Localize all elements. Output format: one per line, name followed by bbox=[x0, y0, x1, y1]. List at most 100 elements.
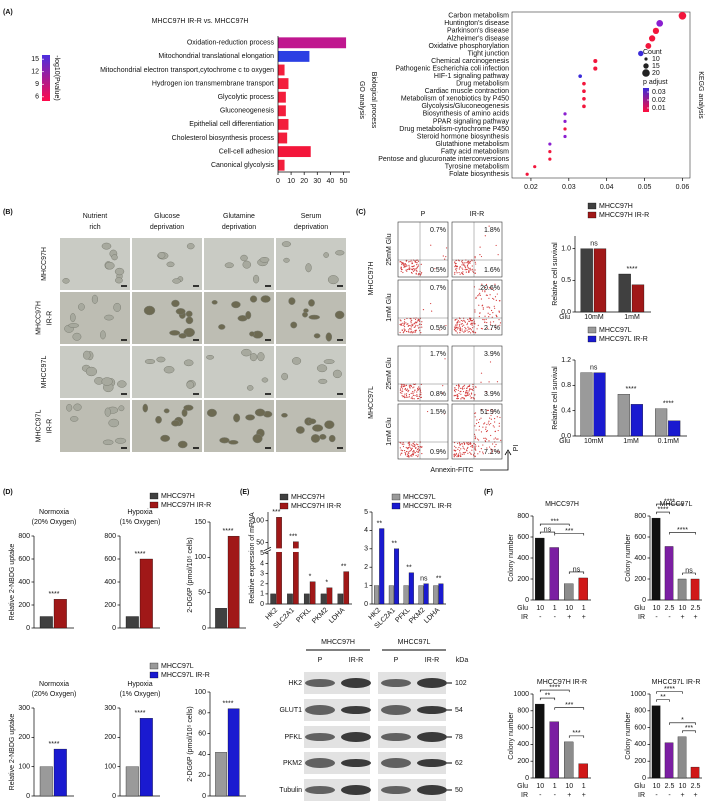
event-dot bbox=[461, 397, 463, 399]
event-dot bbox=[402, 271, 404, 274]
bar bbox=[631, 284, 645, 313]
y-axis-label: Colony number bbox=[508, 534, 515, 582]
event-dot bbox=[467, 452, 469, 454]
event-dot bbox=[409, 455, 412, 457]
event-dot bbox=[405, 322, 407, 324]
bar bbox=[278, 50, 310, 62]
y-axis-label: Relative cell survival bbox=[552, 242, 559, 306]
event-dot bbox=[404, 453, 407, 455]
category-label: Oxidation-reduction process bbox=[187, 40, 275, 47]
y-tick-label: 200 bbox=[104, 734, 116, 741]
cell bbox=[113, 302, 122, 312]
event-dot bbox=[463, 319, 465, 322]
significance-bracket bbox=[568, 571, 585, 574]
event-dot bbox=[493, 417, 496, 420]
event-dot bbox=[461, 272, 463, 274]
y-tick-label: 0 bbox=[364, 601, 368, 608]
event-dot bbox=[484, 440, 486, 442]
event-dot bbox=[481, 290, 484, 292]
event-dot bbox=[411, 330, 413, 332]
cell bbox=[308, 299, 315, 307]
event-dot bbox=[476, 328, 478, 330]
event-dot bbox=[466, 442, 468, 444]
event-dot bbox=[456, 332, 458, 334]
event-dot bbox=[498, 311, 500, 313]
event-dot bbox=[458, 324, 460, 326]
dot bbox=[533, 165, 537, 169]
dot bbox=[582, 96, 586, 101]
x-row-value: 2.5 bbox=[691, 605, 701, 612]
column-header: IR-R bbox=[470, 211, 484, 218]
condition-label: 25mM Glu bbox=[386, 233, 393, 265]
significance-bracket bbox=[554, 707, 585, 710]
event-dot bbox=[459, 273, 461, 275]
event-dot bbox=[402, 262, 405, 264]
event-dot bbox=[474, 416, 476, 418]
column-header: Glutamine bbox=[223, 213, 255, 220]
event-dot bbox=[413, 386, 415, 388]
chart-title: Normoxia bbox=[39, 509, 69, 516]
event-dot bbox=[459, 455, 461, 457]
event-dot bbox=[455, 327, 458, 329]
event-dot bbox=[404, 454, 407, 456]
panel-label: (C) bbox=[356, 209, 366, 216]
event-dot bbox=[484, 422, 486, 424]
x-tick-label: 50 bbox=[340, 178, 348, 185]
event-dot bbox=[414, 444, 416, 446]
dot bbox=[563, 127, 567, 131]
event-dot bbox=[467, 392, 469, 395]
event-dot bbox=[488, 446, 491, 448]
panel-label: (A) bbox=[3, 9, 13, 16]
event-dot bbox=[493, 305, 495, 307]
band bbox=[305, 679, 335, 687]
event-dot bbox=[399, 389, 402, 391]
bar bbox=[287, 593, 293, 605]
event-dot bbox=[400, 324, 402, 326]
event-dot bbox=[470, 393, 473, 395]
event-dot bbox=[457, 448, 459, 450]
column-header: deprivation bbox=[150, 224, 184, 231]
event-dot bbox=[407, 442, 409, 444]
event-dot bbox=[473, 433, 476, 435]
cell bbox=[257, 352, 265, 362]
event-dot bbox=[401, 395, 403, 397]
cell bbox=[307, 418, 317, 425]
category-label: Steroid hormone biosynthesis bbox=[417, 133, 510, 140]
cell bbox=[100, 330, 106, 340]
event-dot bbox=[401, 263, 403, 266]
event-dot bbox=[478, 425, 481, 427]
event-dot bbox=[456, 272, 458, 274]
bar bbox=[438, 583, 444, 605]
event-dot bbox=[458, 268, 460, 270]
y-tick-label: 300 bbox=[104, 705, 116, 712]
event-dot bbox=[496, 450, 498, 452]
x-row-value: + bbox=[582, 614, 586, 621]
event-dot bbox=[454, 388, 456, 390]
y-tick-label: 200 bbox=[18, 734, 30, 741]
event-dot bbox=[469, 451, 471, 453]
band bbox=[341, 706, 371, 714]
cell bbox=[91, 294, 98, 304]
event-dot bbox=[484, 321, 486, 323]
event-dot bbox=[474, 412, 477, 414]
event-dot bbox=[492, 312, 494, 314]
event-dot bbox=[472, 386, 474, 388]
cell bbox=[334, 310, 345, 320]
legend-label: MHCC97H bbox=[599, 203, 633, 210]
event-dot bbox=[462, 320, 464, 322]
event-dot bbox=[471, 265, 473, 267]
event-dot bbox=[486, 423, 488, 426]
y-tick-label: 1000 bbox=[513, 691, 529, 698]
significance: ns bbox=[590, 241, 598, 248]
y-tick-label: 1 bbox=[260, 591, 264, 598]
quadrant-percent: 0.7% bbox=[430, 285, 446, 292]
event-dot bbox=[459, 332, 461, 334]
significance: *** bbox=[685, 725, 693, 732]
event-dot bbox=[466, 323, 468, 326]
x-tick-label: 0.03 bbox=[562, 184, 576, 191]
event-dot bbox=[459, 266, 461, 269]
significance: **** bbox=[223, 528, 234, 535]
event-dot bbox=[420, 396, 422, 399]
cell bbox=[242, 260, 252, 269]
